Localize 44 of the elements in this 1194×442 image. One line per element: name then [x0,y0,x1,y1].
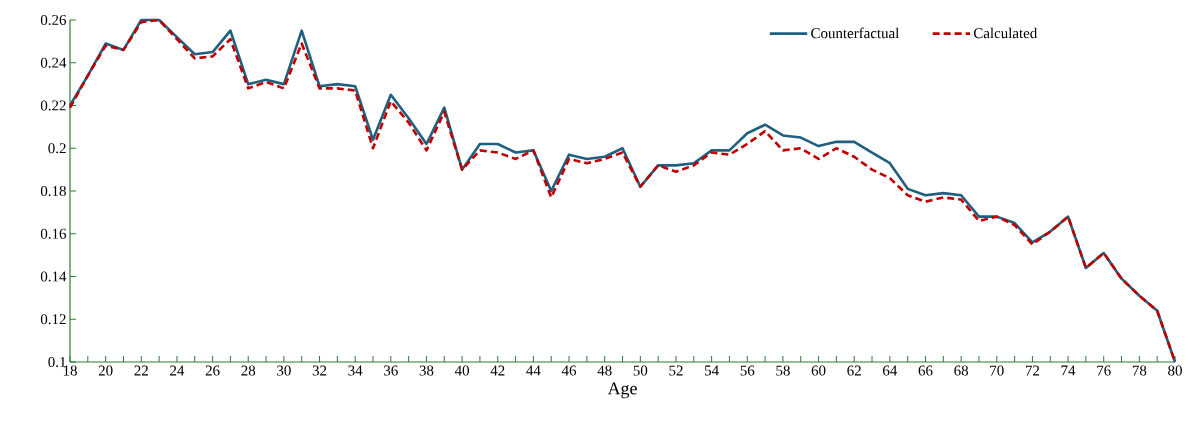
x-tick-label: 74 [1061,365,1076,376]
y-tick-label: 0.18 [40,185,66,197]
x-tick-label: 76 [1097,365,1111,376]
y-tick-label: 0.1 [48,356,66,368]
x-tick-label: 22 [134,365,148,376]
x-tick-label: 18 [63,365,77,376]
y-tick-label: 0.2 [48,143,66,154]
y-tick-label: 0.14 [40,271,67,282]
x-tick-label: 60 [811,365,826,376]
x-tick-label: 80 [1168,365,1182,376]
x-tick-label: 26 [205,365,220,376]
x-tick-label: 58 [776,365,790,376]
y-tick-label: 0.12 [40,314,66,325]
y-tick-label: 0.26 [40,14,67,26]
x-tick-label: 36 [384,365,398,376]
x-tick-label: 28 [241,365,256,376]
legend-label: Calculated [973,27,1038,39]
x-tick-label: 46 [561,365,577,376]
x-tick-label: 40 [454,365,470,376]
x-tick-label: 70 [990,365,1004,376]
x-tick-label: 52 [669,365,683,376]
x-tick-label: 38 [419,365,434,376]
x-tick-label: 56 [740,365,755,376]
y-tick-label: 0.16 [40,228,67,239]
x-tick-label: 64 [883,365,898,376]
x-tick-label: 34 [348,365,363,376]
x-tick-label: 30 [277,365,291,376]
legend-label: Counterfactual [811,27,900,39]
x-tick-label: 20 [98,365,113,376]
x-tick-label: 72 [1025,365,1040,376]
x-axis-title: Age [607,382,637,399]
x-tick-label: 48 [597,365,612,376]
x-tick-label: 50 [633,365,648,376]
x-tick-label: 42 [490,365,505,376]
x-tick-label: 24 [170,365,185,376]
y-tick-label: 0.22 [40,100,66,111]
x-tick-label: 62 [847,365,861,376]
x-tick-label: 68 [954,365,969,376]
y-tick-label: 0.24 [40,57,67,68]
x-tick-label: 32 [312,365,327,376]
x-tick-label: 54 [705,365,719,376]
x-tick-label: 66 [918,365,933,376]
x-tick-label: 44 [526,365,541,376]
x-tick-label: 78 [1132,365,1147,376]
